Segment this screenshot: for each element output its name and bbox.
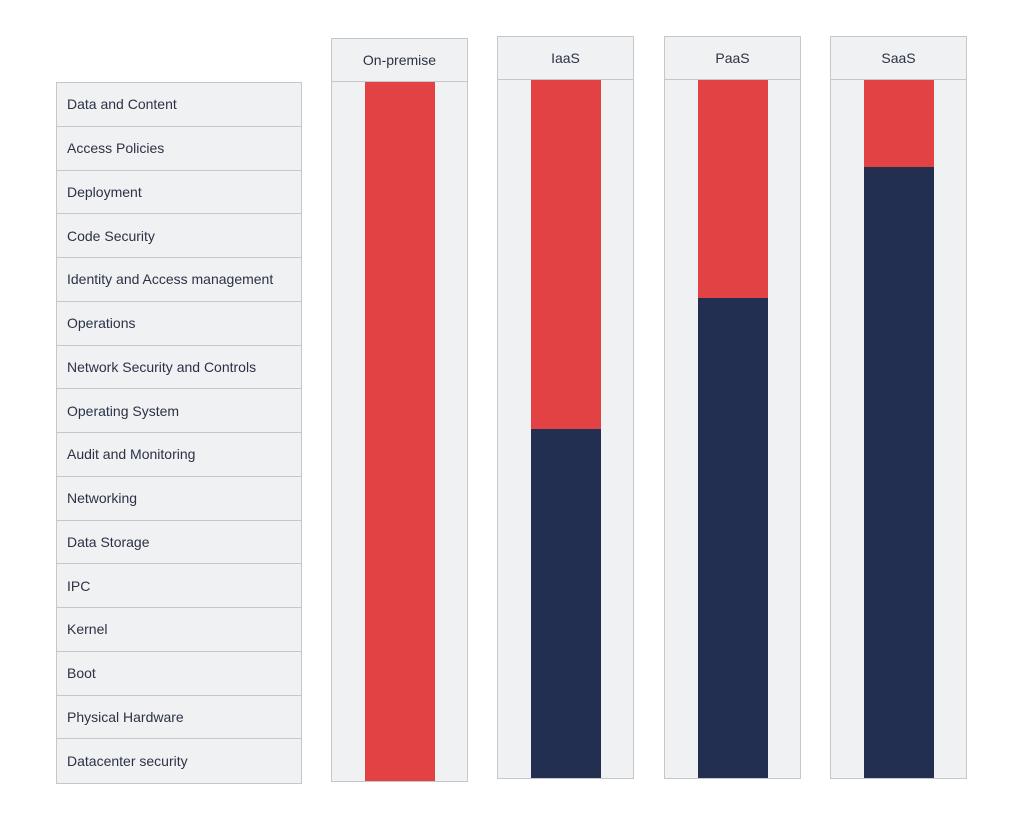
layer-label: Audit and Monitoring bbox=[67, 446, 196, 463]
layer-row-audit-monitoring: Audit and Monitoring bbox=[57, 433, 301, 477]
responsibility-bar bbox=[698, 80, 768, 778]
model-column-iaas: IaaS bbox=[497, 36, 634, 779]
model-body bbox=[830, 80, 967, 779]
model-body bbox=[331, 82, 468, 782]
model-header: IaaS bbox=[497, 36, 634, 80]
layer-label: Identity and Access management bbox=[67, 271, 274, 288]
model-column-paas: PaaS bbox=[664, 36, 801, 779]
layer-label: Operations bbox=[67, 315, 136, 332]
layer-label: Network Security and Controls bbox=[67, 358, 257, 375]
model-column-saas: SaaS bbox=[830, 36, 967, 779]
provider-managed-segment bbox=[864, 167, 934, 778]
layer-label: Physical Hardware bbox=[67, 708, 184, 725]
layer-row-access-policies: Access Policies bbox=[57, 127, 301, 171]
provider-managed-segment bbox=[698, 298, 768, 778]
layer-row-code-security: Code Security bbox=[57, 214, 301, 258]
responsibility-bar bbox=[365, 82, 435, 781]
layer-label: Networking bbox=[67, 490, 138, 507]
layer-row-networking: Networking bbox=[57, 477, 301, 521]
model-label: IaaS bbox=[551, 50, 580, 66]
layer-row-identity-access-management: Identity and Access management bbox=[57, 258, 301, 302]
customer-managed-segment bbox=[698, 80, 768, 298]
model-header: On-premise bbox=[331, 38, 468, 82]
layer-list: Data and Content Access Policies Deploym… bbox=[56, 82, 302, 784]
layer-label: Datacenter security bbox=[67, 753, 188, 770]
layer-label: Boot bbox=[67, 665, 96, 682]
layer-label: Code Security bbox=[67, 227, 155, 244]
customer-managed-segment bbox=[531, 80, 601, 429]
layer-row-data-and-content: Data and Content bbox=[57, 83, 301, 127]
customer-managed-segment bbox=[864, 80, 934, 167]
model-label: SaaS bbox=[881, 50, 916, 66]
layer-row-datacenter-security: Datacenter security bbox=[57, 739, 301, 783]
layer-row-kernel: Kernel bbox=[57, 608, 301, 652]
model-header: PaaS bbox=[664, 36, 801, 80]
model-body bbox=[497, 80, 634, 779]
layer-row-operating-system: Operating System bbox=[57, 389, 301, 433]
layer-label: Data Storage bbox=[67, 533, 150, 550]
layer-row-boot: Boot bbox=[57, 652, 301, 696]
layer-row-network-security-controls: Network Security and Controls bbox=[57, 346, 301, 390]
layer-label: Access Policies bbox=[67, 140, 165, 157]
model-body bbox=[664, 80, 801, 779]
model-column-on-premise: On-premise bbox=[331, 38, 468, 782]
layer-row-operations: Operations bbox=[57, 302, 301, 346]
model-label: PaaS bbox=[715, 50, 750, 66]
model-header: SaaS bbox=[830, 36, 967, 80]
provider-managed-segment bbox=[531, 429, 601, 778]
layer-label: Data and Content bbox=[67, 96, 177, 113]
layer-row-physical-hardware: Physical Hardware bbox=[57, 696, 301, 740]
layer-row-ipc: IPC bbox=[57, 564, 301, 608]
layer-row-data-storage: Data Storage bbox=[57, 521, 301, 565]
layer-row-deployment: Deployment bbox=[57, 171, 301, 215]
layer-label: Deployment bbox=[67, 183, 142, 200]
responsibility-bar bbox=[864, 80, 934, 778]
layer-label: IPC bbox=[67, 577, 91, 594]
layer-label: Kernel bbox=[67, 621, 108, 638]
customer-managed-segment bbox=[365, 82, 435, 781]
model-label: On-premise bbox=[362, 52, 437, 68]
responsibility-bar bbox=[531, 80, 601, 778]
layer-label: Operating System bbox=[67, 402, 180, 419]
